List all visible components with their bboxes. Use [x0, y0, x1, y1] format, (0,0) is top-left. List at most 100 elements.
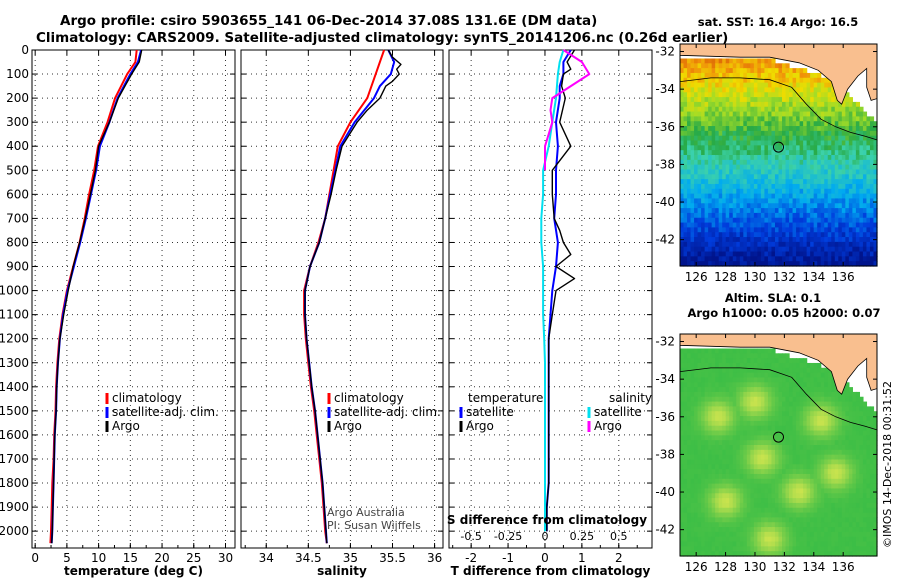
map-cell	[704, 435, 709, 441]
map-cell	[704, 469, 709, 475]
map-cell	[697, 164, 702, 171]
map-cell	[722, 512, 727, 518]
map-cell	[799, 536, 804, 543]
map-cell	[782, 169, 787, 175]
map-cell	[743, 58, 748, 64]
map-cell	[771, 155, 776, 161]
map-cell	[750, 261, 755, 267]
map-cell	[746, 546, 751, 552]
map-cell	[736, 179, 741, 185]
map-cell	[817, 522, 822, 528]
map-cell	[732, 261, 737, 267]
map-cell	[718, 406, 723, 412]
map-cell	[838, 130, 843, 137]
map-cell	[764, 193, 769, 200]
map-cell	[764, 222, 769, 228]
map-cell	[803, 406, 808, 412]
map-cell	[694, 416, 699, 422]
map-cell	[683, 256, 688, 262]
map-cell	[722, 212, 727, 219]
map-cell	[848, 164, 853, 171]
map-cell	[824, 121, 829, 127]
map-cell	[722, 546, 727, 552]
map-cell	[767, 72, 773, 79]
map-cell	[757, 507, 762, 514]
map-cell	[739, 449, 744, 456]
map-cell	[806, 483, 811, 490]
map-cell	[753, 130, 758, 137]
map-cell	[848, 522, 853, 528]
map-cell	[855, 478, 861, 485]
map-cell	[687, 353, 692, 359]
map-cell	[852, 401, 857, 407]
map-cell	[827, 440, 832, 446]
map-cell	[862, 435, 868, 441]
map-cell	[827, 425, 832, 432]
map-cell	[862, 251, 868, 257]
map-cell	[862, 445, 868, 451]
map-cell	[771, 130, 776, 137]
map-cell	[750, 512, 755, 518]
map-cell	[834, 469, 839, 475]
map-cell	[694, 106, 699, 113]
map-cell	[869, 169, 875, 175]
map-cell	[753, 58, 758, 64]
map-cell	[701, 159, 706, 166]
map-cell	[708, 377, 713, 383]
map-cell	[697, 77, 702, 84]
map-cell	[869, 140, 875, 146]
map-cell	[824, 174, 829, 180]
map-cell	[732, 362, 737, 369]
x-tick-label: 35.5	[379, 551, 406, 565]
map-cell	[732, 507, 737, 514]
map-cell	[736, 111, 741, 117]
map-cell	[704, 68, 709, 74]
map-cell	[694, 140, 699, 146]
map-cell	[697, 251, 702, 257]
sla-map-title-line1: Altim. SLA: 0.1	[725, 291, 821, 305]
map-cell	[708, 382, 713, 388]
map-cell	[859, 208, 864, 214]
map-cell	[687, 536, 692, 543]
map-cell	[683, 348, 688, 354]
x-tick-label: 25	[186, 551, 201, 565]
map-cell	[687, 179, 692, 185]
map-cell	[834, 188, 839, 195]
map-cell	[778, 372, 783, 379]
map-cell	[718, 227, 723, 233]
map-cell	[841, 116, 846, 122]
map-cell	[774, 401, 780, 407]
map-cell	[715, 101, 720, 108]
map-cell	[803, 488, 808, 494]
map-cell	[750, 198, 755, 204]
map-cell	[774, 522, 780, 528]
map-cell	[852, 507, 857, 514]
map-cell	[831, 135, 836, 142]
map-cell	[817, 101, 822, 108]
map-cell	[855, 261, 861, 267]
map-cell	[785, 198, 790, 204]
map-cell	[725, 217, 730, 224]
map-cell	[841, 473, 846, 480]
map-cell	[774, 222, 780, 228]
map-cell	[831, 469, 836, 475]
map-cell	[845, 531, 850, 538]
map-cell	[729, 256, 734, 262]
map-cell	[799, 135, 804, 142]
map-cell	[852, 106, 857, 113]
map-cell	[862, 193, 868, 200]
map-cell	[732, 541, 737, 547]
map-cell	[796, 155, 801, 161]
map-cell	[789, 536, 794, 543]
map-cell	[838, 551, 843, 557]
map-cell	[704, 416, 709, 422]
map-cell	[855, 464, 861, 470]
map-cell	[774, 416, 780, 422]
map-cell	[869, 217, 875, 224]
map-cell	[697, 469, 702, 475]
map-cell	[774, 377, 780, 383]
map-cell	[796, 478, 801, 485]
map-cell	[715, 401, 720, 407]
map-cell	[782, 527, 787, 533]
map-cell	[729, 227, 734, 233]
